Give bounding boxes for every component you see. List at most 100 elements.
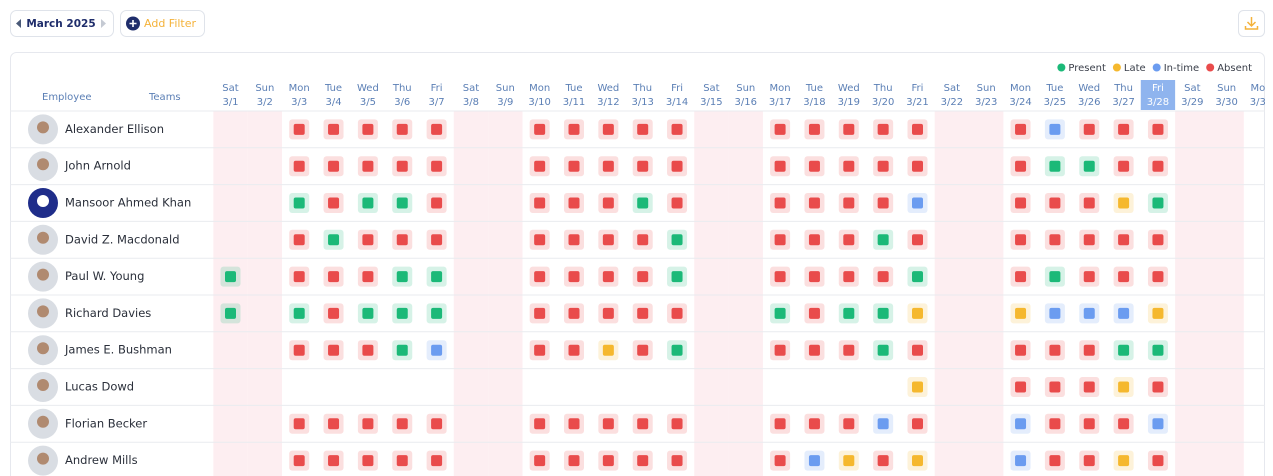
day-name: Wed xyxy=(597,83,619,94)
attendance-dot xyxy=(843,197,855,209)
attendance-dot xyxy=(602,455,614,467)
attendance-dot xyxy=(877,455,889,467)
attendance-dot xyxy=(1015,455,1027,467)
attendance-dot xyxy=(293,344,305,356)
attendance-dot xyxy=(637,271,649,283)
attendance-dot xyxy=(431,123,443,135)
day-name: Sat xyxy=(222,83,238,94)
attendance-dot xyxy=(912,344,923,356)
attendance-dot xyxy=(431,344,443,356)
day-date: 3/22 xyxy=(941,97,963,108)
employee-name: James E. Bushman xyxy=(64,343,172,357)
attendance-dot xyxy=(912,123,923,135)
attendance-dot xyxy=(293,271,305,283)
attendance-dot xyxy=(637,455,649,467)
attendance-dot xyxy=(1083,455,1095,467)
day-name: Thu xyxy=(873,83,893,94)
attendance-dot xyxy=(1015,307,1027,319)
attendance-dot xyxy=(293,160,305,172)
attendance-dot xyxy=(774,418,786,430)
attendance-dot xyxy=(396,455,408,467)
download-icon xyxy=(1244,17,1259,30)
attendance-dot xyxy=(671,271,683,283)
day-name: Mon xyxy=(529,83,550,94)
attendance-dot xyxy=(534,234,546,246)
legend: Absent In-time Late Present xyxy=(1057,63,1252,74)
attendance-dot xyxy=(602,123,614,135)
attendance-dot xyxy=(568,455,580,467)
employee-name: John Arnold xyxy=(64,159,131,173)
attendance-dot xyxy=(431,271,443,283)
attendance-dot xyxy=(396,271,408,283)
attendance-dot xyxy=(912,307,923,319)
attendance-dot xyxy=(808,234,820,246)
attendance-dot xyxy=(328,344,340,356)
attendance-dot xyxy=(362,307,374,319)
attendance-dot xyxy=(225,271,236,283)
attendance-dot xyxy=(431,418,443,430)
employee-name: Lucas Dowd xyxy=(65,380,134,394)
day-date: 3/6 xyxy=(394,97,410,108)
avatar-face xyxy=(37,452,49,465)
attendance-dot xyxy=(362,160,374,172)
day-name: Tue xyxy=(564,83,582,94)
attendance-dot xyxy=(1083,160,1095,172)
attendance-dot xyxy=(293,197,305,209)
attendance-dot xyxy=(1015,271,1027,283)
attendance-dot xyxy=(808,418,820,430)
attendance-dot xyxy=(396,123,408,135)
legend-label: Absent xyxy=(1217,63,1252,74)
attendance-dot xyxy=(1118,307,1130,319)
attendance-dot xyxy=(808,307,820,319)
attendance-dot xyxy=(1015,418,1027,430)
day-name: Tue xyxy=(805,83,823,94)
weekend-column xyxy=(453,111,489,476)
employee-name: Andrew Mills xyxy=(65,453,138,467)
month-picker-box[interactable] xyxy=(10,10,114,37)
avatar-face xyxy=(37,342,49,355)
employee-name: Paul W. Young xyxy=(65,269,144,283)
attendance-dot xyxy=(671,455,683,467)
attendance-dot xyxy=(774,197,786,209)
employee-name: Richard Davies xyxy=(65,306,151,320)
attendance-dot xyxy=(328,234,340,246)
weekend-column xyxy=(969,111,1004,476)
attendance-dot xyxy=(1118,160,1130,172)
attendance-dot xyxy=(774,271,786,283)
download-button[interactable] xyxy=(1238,10,1265,37)
attendance-dot xyxy=(1015,123,1027,135)
prev-month[interactable] xyxy=(16,19,21,28)
day-date: 3/24 xyxy=(1009,97,1031,108)
day-name: Tue xyxy=(1045,83,1063,94)
attendance-dot xyxy=(328,271,340,283)
employee-name: Alexander Ellison xyxy=(65,122,164,136)
attendance-dot xyxy=(396,197,408,209)
attendance-dot xyxy=(1152,271,1164,283)
attendance-dot xyxy=(1049,344,1061,356)
day-date: 3/27 xyxy=(1112,97,1134,108)
day-date: 3/3 xyxy=(291,97,307,108)
attendance-dot xyxy=(1118,234,1130,246)
month-picker[interactable]: March 2025 xyxy=(10,10,114,37)
add-filter-box[interactable] xyxy=(120,10,205,37)
attendance-dot xyxy=(671,197,683,209)
attendance-dot xyxy=(602,160,614,172)
add-filter-button[interactable]: Add Filter xyxy=(120,10,205,37)
attendance-dot xyxy=(328,418,340,430)
day-name: Fri xyxy=(671,83,683,94)
attendance-dot xyxy=(1083,381,1095,393)
attendance-dot xyxy=(602,344,614,356)
next-month[interactable] xyxy=(101,19,106,28)
weekend-column xyxy=(934,111,970,476)
day-date: 3/14 xyxy=(666,97,688,108)
day-name: Thu xyxy=(392,83,412,94)
day-name: Fri xyxy=(1152,83,1164,94)
attendance-dot xyxy=(328,307,340,319)
attendance-dot xyxy=(602,307,614,319)
attendance-dot xyxy=(1083,123,1095,135)
attendance-dot xyxy=(602,234,614,246)
day-date: 3/25 xyxy=(1044,97,1066,108)
teams-header: Teams xyxy=(148,92,181,103)
day-name: Sat xyxy=(703,83,719,94)
